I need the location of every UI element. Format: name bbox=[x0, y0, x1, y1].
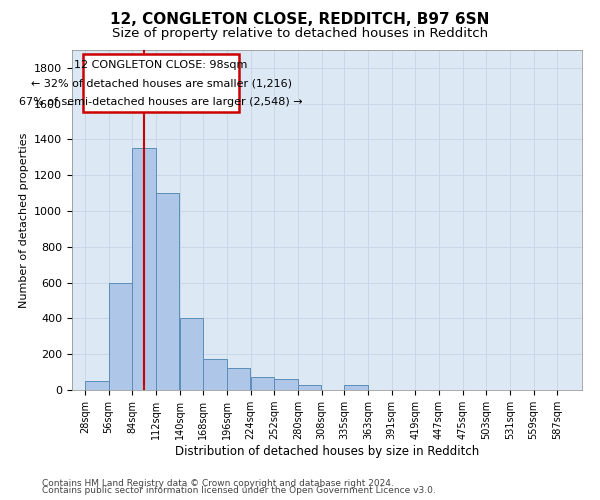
Bar bbox=[227, 368, 250, 390]
Text: ← 32% of detached houses are smaller (1,216): ← 32% of detached houses are smaller (1,… bbox=[31, 78, 292, 88]
Text: 12 CONGLETON CLOSE: 98sqm: 12 CONGLETON CLOSE: 98sqm bbox=[74, 60, 248, 70]
Bar bbox=[203, 358, 227, 390]
Text: 67% of semi-detached houses are larger (2,548) →: 67% of semi-detached houses are larger (… bbox=[19, 98, 303, 108]
Text: 12, CONGLETON CLOSE, REDDITCH, B97 6SN: 12, CONGLETON CLOSE, REDDITCH, B97 6SN bbox=[110, 12, 490, 28]
Y-axis label: Number of detached properties: Number of detached properties bbox=[19, 132, 29, 308]
Bar bbox=[344, 384, 368, 390]
Bar bbox=[251, 376, 274, 390]
Text: Size of property relative to detached houses in Redditch: Size of property relative to detached ho… bbox=[112, 28, 488, 40]
X-axis label: Distribution of detached houses by size in Redditch: Distribution of detached houses by size … bbox=[175, 445, 479, 458]
Bar bbox=[133, 148, 156, 390]
Bar bbox=[109, 282, 132, 390]
FancyBboxPatch shape bbox=[83, 54, 239, 112]
Bar bbox=[85, 381, 109, 390]
Text: Contains HM Land Registry data © Crown copyright and database right 2024.: Contains HM Land Registry data © Crown c… bbox=[42, 478, 394, 488]
Bar bbox=[274, 380, 298, 390]
Bar bbox=[180, 318, 203, 390]
Bar bbox=[156, 193, 179, 390]
Bar bbox=[298, 384, 322, 390]
Text: Contains public sector information licensed under the Open Government Licence v3: Contains public sector information licen… bbox=[42, 486, 436, 495]
